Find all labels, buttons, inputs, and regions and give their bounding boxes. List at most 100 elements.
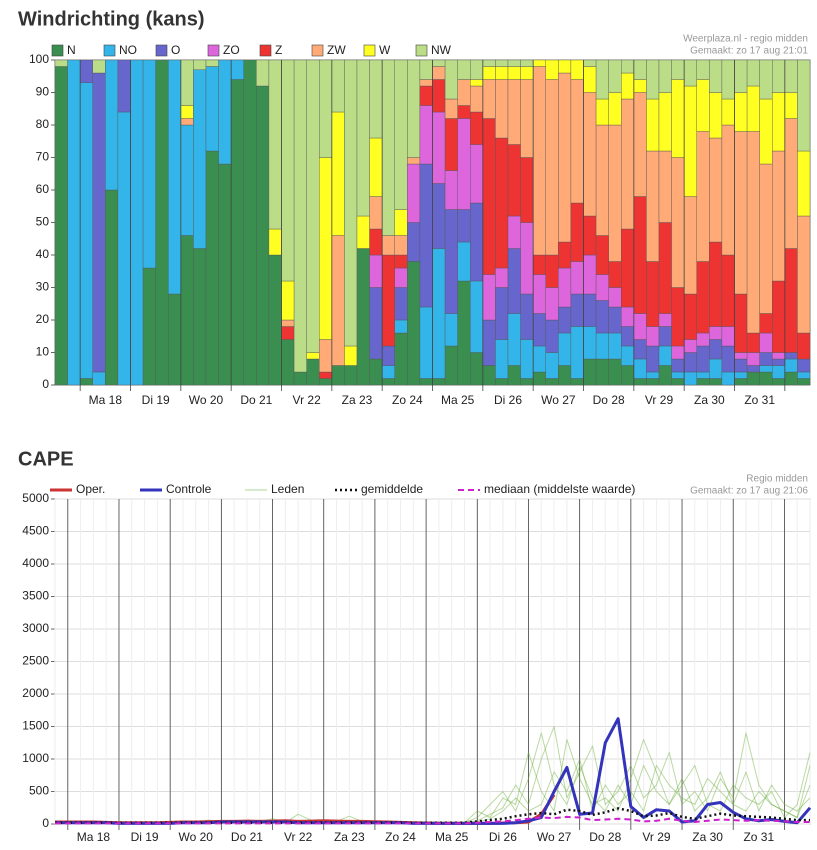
- legend-label: N: [67, 43, 76, 57]
- bar-segment: [583, 254, 597, 295]
- y-tick-label: 1500: [22, 719, 49, 733]
- bar-segment: [457, 105, 471, 119]
- bar-segment: [595, 332, 609, 360]
- bar-segment: [444, 313, 458, 347]
- bar-segment: [205, 59, 219, 67]
- bar-segment: [633, 59, 647, 80]
- bar-segment: [570, 293, 584, 327]
- bar-segment: [759, 352, 773, 366]
- bar-segment: [570, 202, 584, 262]
- bar-segment: [608, 124, 622, 262]
- bar-segment: [558, 59, 572, 74]
- bar-segment: [658, 92, 672, 152]
- bar-segment: [394, 267, 408, 288]
- bar-segment: [470, 352, 484, 386]
- x-tick-label: Di 19: [131, 830, 159, 844]
- bar-segment: [784, 352, 798, 360]
- bar-segment: [558, 241, 572, 269]
- bar-segment: [608, 332, 622, 360]
- bar-segment: [432, 111, 446, 184]
- bar-segment: [696, 378, 710, 386]
- bar-segment: [193, 59, 207, 70]
- bar-segment: [470, 111, 484, 145]
- bar-segment: [784, 358, 798, 373]
- y-tick-label: 0: [42, 377, 49, 391]
- bar-segment: [507, 59, 521, 67]
- y-tick-label: 10: [36, 345, 50, 359]
- bar-segment: [54, 59, 68, 67]
- bar-segment: [709, 358, 723, 379]
- x-tick-label: Za 23: [342, 393, 373, 407]
- x-tick-label: Vr 22: [284, 830, 313, 844]
- bar-segment: [419, 163, 433, 308]
- bar-segment: [482, 59, 496, 67]
- y-tick-label: 0: [42, 816, 49, 830]
- bar-segment: [369, 287, 383, 360]
- bar-segment: [595, 300, 609, 334]
- y-tick-label: 5000: [22, 491, 49, 505]
- bar-segment: [734, 293, 748, 353]
- bar-segment: [344, 59, 358, 347]
- bar-segment: [545, 352, 559, 379]
- bar-segment: [797, 358, 811, 373]
- x-tick-label: Zo 24: [392, 393, 423, 407]
- bar-segment: [117, 111, 131, 386]
- bar-segment: [306, 352, 320, 360]
- bar-segment: [444, 118, 458, 171]
- x-tick-label: Di 19: [142, 393, 170, 407]
- bar-segment: [608, 287, 622, 308]
- bar-segment: [243, 59, 257, 386]
- bar-segment: [797, 59, 811, 152]
- bar-segment: [419, 378, 433, 386]
- bar-segment: [432, 59, 446, 67]
- bar-segment: [193, 248, 207, 386]
- bar-segment: [381, 378, 395, 386]
- x-tick-label: Ma 25: [435, 830, 469, 844]
- bar-segment: [432, 378, 446, 386]
- legend-swatch: [155, 44, 168, 57]
- bar-segment: [746, 59, 760, 87]
- bar-segment: [797, 215, 811, 334]
- bar-segment: [709, 339, 723, 360]
- bar-segment: [658, 59, 672, 93]
- x-tick-label: Vr 29: [642, 830, 671, 844]
- bar-segment: [193, 69, 207, 249]
- bar-segment: [369, 196, 383, 230]
- bar-segment: [772, 365, 786, 379]
- bar-segment: [746, 85, 760, 132]
- bar-segment: [444, 209, 458, 314]
- bar-segment: [356, 248, 370, 386]
- bar-segment: [230, 59, 244, 80]
- bar-segment: [394, 332, 408, 386]
- bar-segment: [772, 378, 786, 386]
- bar-segment: [281, 59, 295, 282]
- chart-title: Windrichting (kans): [18, 8, 204, 30]
- x-tick-label: Do 21: [240, 393, 272, 407]
- bar-segment: [117, 59, 131, 113]
- bar-segment: [495, 137, 509, 269]
- bar-segment: [281, 339, 295, 386]
- bar-segment: [369, 59, 383, 139]
- bar-segment: [407, 59, 421, 158]
- bar-segment: [633, 339, 647, 360]
- x-tick-label: Ma 18: [77, 830, 111, 844]
- legend-label: Controle: [166, 482, 212, 496]
- bar-segment: [696, 371, 710, 379]
- bar-segment: [394, 59, 408, 210]
- y-tick-label: 100: [29, 52, 49, 66]
- bar-segment: [470, 59, 484, 80]
- y-tick-label: 2500: [22, 654, 49, 668]
- bar-segment: [507, 313, 521, 366]
- bar-segment: [218, 163, 232, 386]
- bar-segment: [369, 137, 383, 197]
- bar-segment: [394, 319, 408, 334]
- bar-segment: [658, 313, 672, 327]
- y-tick-label: 20: [36, 312, 50, 326]
- bar-segment: [495, 66, 509, 80]
- bar-segment: [507, 66, 521, 80]
- bar-segment: [746, 131, 760, 334]
- bar-segment: [507, 79, 521, 145]
- bar-segment: [671, 378, 685, 386]
- bar-segment: [772, 352, 786, 360]
